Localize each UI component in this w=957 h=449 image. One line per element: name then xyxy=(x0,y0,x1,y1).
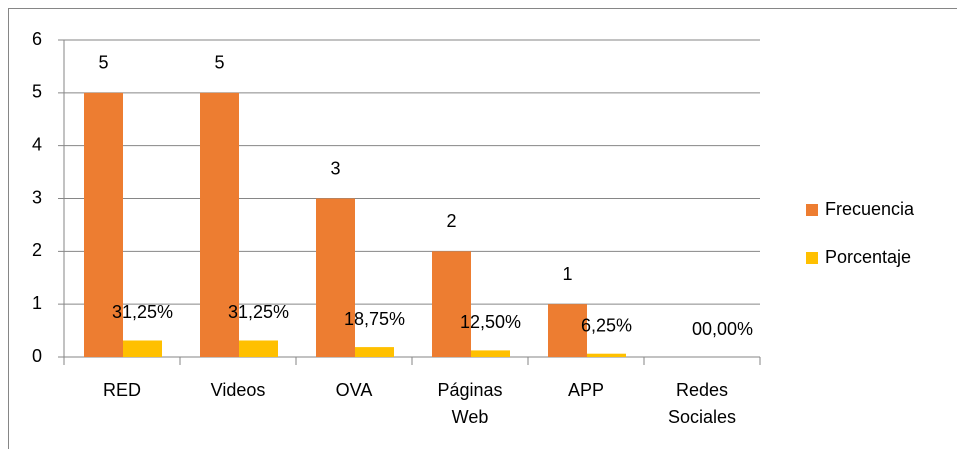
data-label: 1 xyxy=(562,264,572,284)
bar xyxy=(123,340,162,357)
legend-label: Frecuencia xyxy=(825,199,915,219)
y-tick-label: 1 xyxy=(32,293,42,313)
data-label: 18,75% xyxy=(344,309,405,329)
bar xyxy=(84,92,123,357)
x-tick-label: Videos xyxy=(210,380,266,400)
bar xyxy=(316,198,355,357)
data-label: 5 xyxy=(98,53,108,73)
data-label: 31,25% xyxy=(228,302,289,322)
data-label: 31,25% xyxy=(112,302,173,322)
y-tick-label: 5 xyxy=(32,82,42,102)
y-tick-label: 3 xyxy=(32,187,42,207)
legend-swatch xyxy=(806,204,818,216)
bar xyxy=(548,304,587,357)
y-tick-label: 2 xyxy=(32,240,42,260)
data-label: 12,50% xyxy=(460,312,521,332)
bar xyxy=(355,347,394,357)
y-tick-label: 0 xyxy=(32,346,42,366)
bar xyxy=(587,353,626,357)
chart-border xyxy=(8,8,957,449)
data-label: 00,00% xyxy=(692,319,753,339)
bar xyxy=(239,340,278,357)
x-tick-label: Páginas Web xyxy=(437,380,503,427)
data-label: 2 xyxy=(446,211,456,231)
data-label: 5 xyxy=(214,53,224,73)
bar xyxy=(200,92,239,357)
x-tick-label: APP xyxy=(567,380,605,400)
legend-swatch xyxy=(806,252,818,264)
data-label: 3 xyxy=(330,158,340,178)
x-tick-label: RED xyxy=(102,380,141,400)
bar xyxy=(471,350,510,357)
x-tick-label: OVA xyxy=(335,380,373,400)
legend-label: Porcentaje xyxy=(825,247,911,267)
x-tick-label: Redes Sociales xyxy=(667,380,737,427)
y-tick-label: 4 xyxy=(32,134,42,154)
data-label: 6,25% xyxy=(581,315,632,335)
y-tick-label: 6 xyxy=(32,29,42,49)
bar xyxy=(432,251,471,357)
